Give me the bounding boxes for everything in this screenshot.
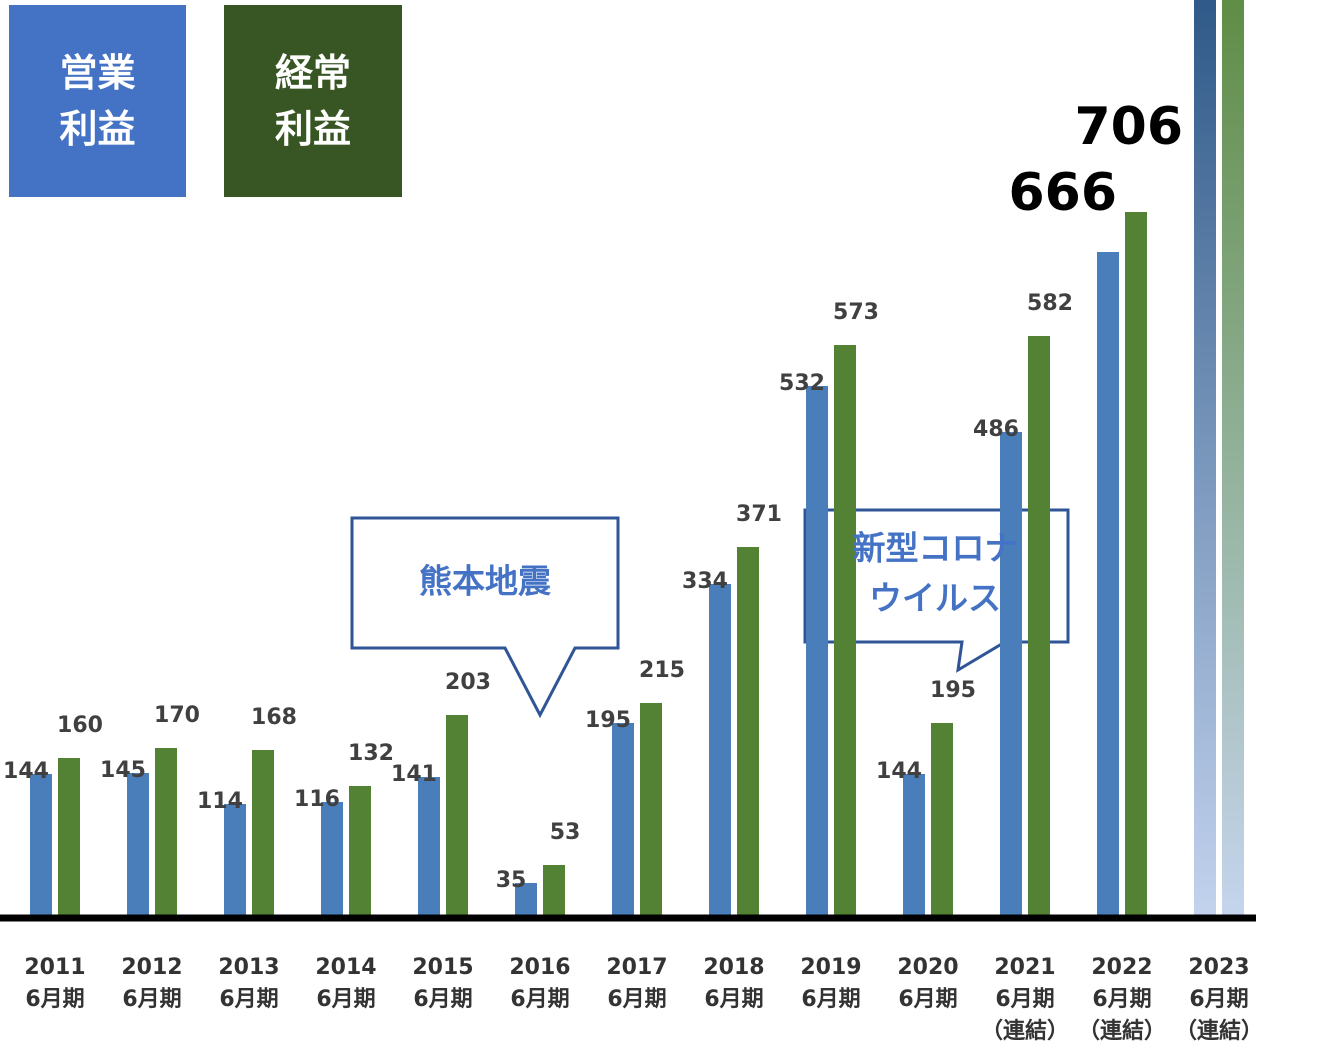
x-tick-label: 2019 <box>800 955 861 980</box>
data-label: 144 <box>3 759 49 784</box>
data-label: 706 <box>1074 97 1183 157</box>
x-tick-label: 2015 <box>412 955 473 980</box>
x-tick-label: 6月期 <box>510 987 569 1012</box>
x-tick-label: 6月期 <box>122 987 181 1012</box>
bar <box>640 703 662 918</box>
data-label: 195 <box>585 708 631 733</box>
data-label: 532 <box>779 371 825 396</box>
legend-item: 経常利益 <box>224 5 402 197</box>
data-label: 582 <box>1027 291 1073 316</box>
bar <box>1194 0 1216 918</box>
x-tick-label: 6月期 <box>1092 987 1151 1012</box>
x-tick-label: 2013 <box>218 955 279 980</box>
bar <box>612 723 634 918</box>
data-label: 203 <box>445 670 491 695</box>
annotation: ウイルス <box>869 579 1001 618</box>
annotation: 新型コロナ <box>853 529 1018 568</box>
data-label: 195 <box>930 678 976 703</box>
x-tick-label: 6月期 <box>316 987 375 1012</box>
bar <box>58 758 80 918</box>
bar <box>1222 0 1244 918</box>
data-label: 371 <box>736 502 782 527</box>
bar <box>252 750 274 918</box>
data-label: 114 <box>197 789 243 814</box>
data-label: 53 <box>550 820 581 845</box>
x-tick-label: 2016 <box>509 955 570 980</box>
bar <box>30 774 52 918</box>
x-tick-label: （連結） <box>981 1018 1069 1044</box>
data-label: 170 <box>154 703 200 728</box>
data-label: 145 <box>100 758 146 783</box>
x-tick-label: 2014 <box>315 955 376 980</box>
x-tick-label: 2020 <box>897 955 958 980</box>
x-tick-label: 6月期 <box>704 987 763 1012</box>
bar <box>1000 432 1022 918</box>
x-tick-label: 2023 <box>1188 955 1249 980</box>
data-label: 160 <box>57 713 103 738</box>
bar <box>834 345 856 918</box>
x-tick-label: 6月期 <box>219 987 278 1012</box>
data-label: 132 <box>348 741 394 766</box>
x-tick-label: （連結） <box>1078 1018 1166 1044</box>
x-tick-label: 2011 <box>24 955 85 980</box>
bar <box>737 547 759 918</box>
callout <box>350 516 620 719</box>
annotation: 熊本地震 <box>419 562 552 601</box>
x-tick-label: 2017 <box>606 955 667 980</box>
data-label: 35 <box>496 868 527 893</box>
bar <box>806 386 828 918</box>
x-tick-label: 6月期 <box>898 987 957 1012</box>
x-tick-label: （連結） <box>1175 1018 1263 1044</box>
x-tick-label: 6月期 <box>25 987 84 1012</box>
bar <box>224 804 246 918</box>
x-tick-label: 6月期 <box>1189 987 1248 1012</box>
x-tick-label: 2021 <box>994 955 1055 980</box>
bar <box>931 723 953 918</box>
bar <box>349 786 371 918</box>
x-tick-label: 6月期 <box>413 987 472 1012</box>
data-label: 144 <box>876 759 922 784</box>
bar <box>321 802 343 918</box>
data-label: 486 <box>973 417 1019 442</box>
bar <box>709 584 731 918</box>
data-label: 215 <box>639 658 685 683</box>
legend-label: 営業利益 <box>59 51 136 151</box>
bar <box>903 774 925 918</box>
data-label: 573 <box>833 300 879 325</box>
x-tick-label: 6月期 <box>995 987 1054 1012</box>
bar <box>418 777 440 918</box>
data-label: 168 <box>251 705 297 730</box>
x-tick-label: 6月期 <box>607 987 666 1012</box>
x-tick-label: 2012 <box>121 955 182 980</box>
data-label: 334 <box>682 569 728 594</box>
bar <box>515 883 537 918</box>
x-tick-label: 2022 <box>1091 955 1152 980</box>
x-tick-label: 6月期 <box>801 987 860 1012</box>
bar <box>1097 252 1119 918</box>
bar <box>1028 336 1050 918</box>
bar <box>1125 212 1147 918</box>
legend-item: 営業利益 <box>9 5 186 197</box>
data-label: 666 <box>1008 163 1117 223</box>
data-label: 141 <box>391 762 437 787</box>
bar <box>446 715 468 918</box>
bar <box>155 748 177 918</box>
x-tick-label: 2018 <box>703 955 764 980</box>
bar <box>127 773 149 918</box>
legend-label: 経常利益 <box>274 51 351 151</box>
data-label: 116 <box>294 787 340 812</box>
bar <box>543 865 565 918</box>
